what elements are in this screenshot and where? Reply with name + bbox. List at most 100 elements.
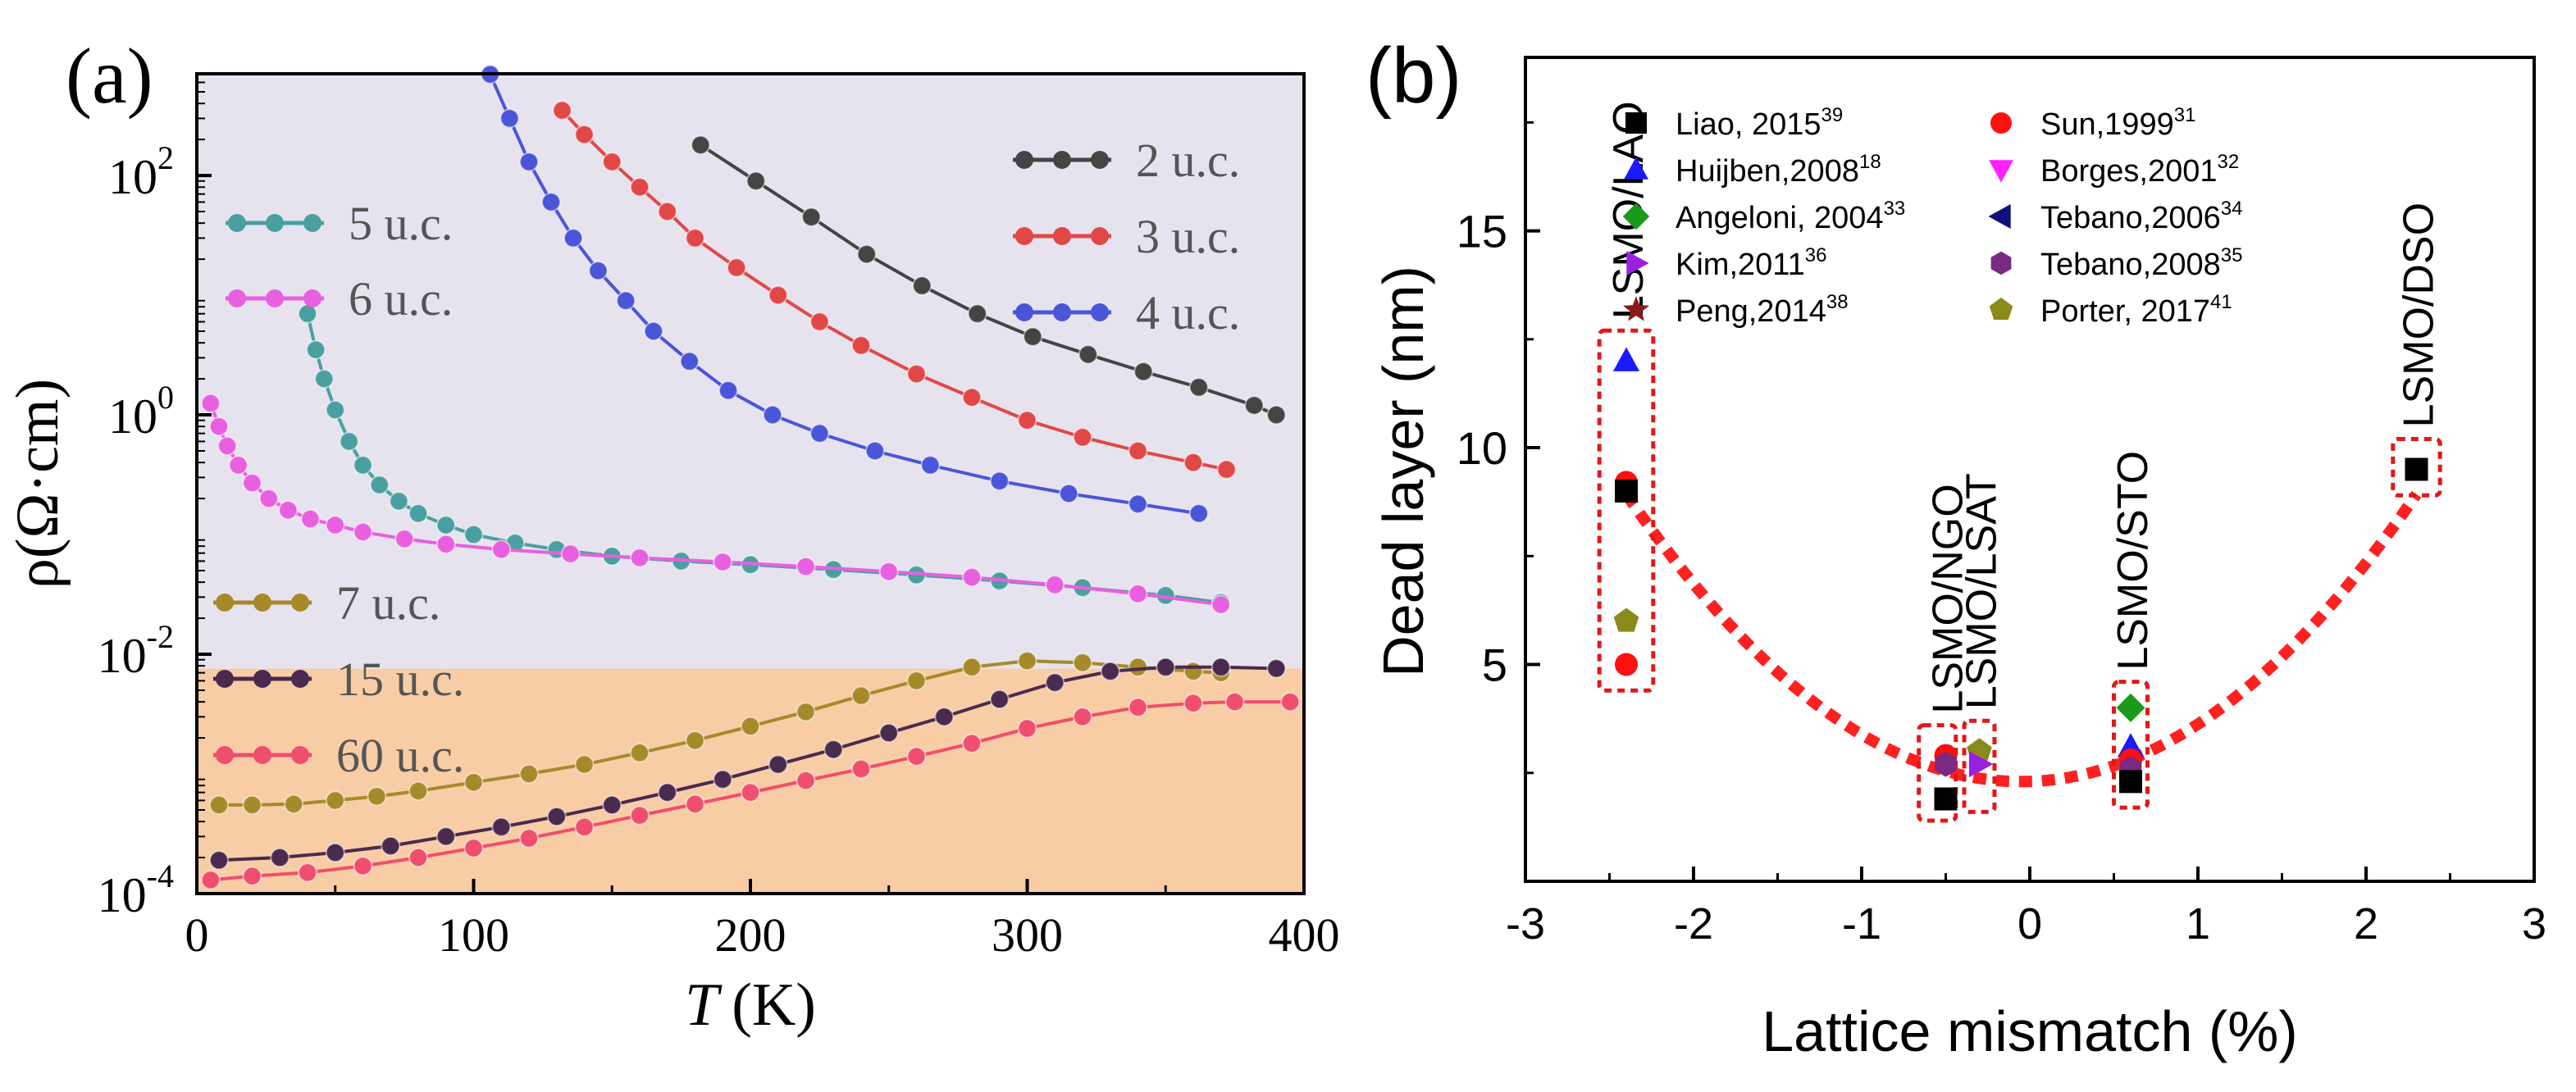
- series-7-u-c: [209, 651, 1231, 815]
- panel-b-ticks: -3 -2 -1 0 1 2 3 5 10 15: [1457, 121, 2546, 949]
- data-point: [801, 207, 822, 227]
- data-point: [306, 339, 326, 360]
- data-point: [962, 733, 982, 753]
- data-point: [552, 100, 572, 121]
- data-point: [463, 772, 484, 793]
- background-region-2: [197, 668, 1304, 894]
- legend-item-5-u-c: 5 u.c.: [226, 197, 453, 250]
- data-point: [314, 369, 335, 389]
- data-point: [408, 780, 428, 801]
- data-point: [298, 303, 317, 324]
- data-point: [906, 364, 927, 384]
- legend-marker-triangle-up: [1624, 157, 1648, 180]
- data-point: [367, 786, 387, 807]
- data-point: [1128, 494, 1148, 514]
- data-point: [519, 152, 539, 172]
- legend-label: Huijben,200818: [1676, 151, 1881, 189]
- legend-marker: [1053, 227, 1071, 245]
- data-point: [1266, 405, 1287, 425]
- data-point-square: [2405, 457, 2428, 481]
- legend-label: Sun,199931: [2040, 104, 2195, 142]
- y-tick-label: 15: [1457, 206, 1507, 257]
- data-point: [796, 702, 816, 722]
- data-point: [864, 441, 885, 462]
- data-point: [796, 557, 816, 577]
- legend-marker: [253, 746, 271, 764]
- data-point: [685, 794, 705, 814]
- data-point: [353, 521, 373, 542]
- data-point: [630, 805, 650, 826]
- data-point: [574, 125, 595, 145]
- data-point: [270, 848, 290, 868]
- x-tick-label: 3: [2522, 899, 2546, 949]
- legend-marker: [1015, 303, 1033, 321]
- data-point: [258, 489, 279, 509]
- data-point: [339, 431, 359, 452]
- x-tick-label: -2: [1674, 899, 1713, 949]
- data-point: [435, 826, 456, 847]
- x-tick-label: 2: [2354, 899, 2378, 949]
- legend-marker: [266, 214, 284, 232]
- data-point: [1128, 697, 1148, 717]
- legend-item-peng-2014: Peng,201438: [1622, 291, 1849, 329]
- legend-item-borges-2001: Borges,200132: [1989, 151, 2239, 189]
- data-point: [1244, 395, 1265, 416]
- legend-marker: [1091, 151, 1109, 169]
- data-point: [685, 228, 705, 248]
- highlight-box: [1917, 723, 1958, 823]
- legend-label: Liao, 201539: [1676, 104, 1843, 142]
- data-point: [1078, 344, 1098, 365]
- data-point: [768, 754, 788, 775]
- legend-marker-square: [1625, 112, 1647, 134]
- panel-b-plot-frame: [1524, 56, 2536, 883]
- y-tick-label: 10: [1457, 422, 1507, 474]
- data-point: [643, 321, 663, 342]
- substrate-label-lsmo-sto: LSMO/STO: [2109, 451, 2157, 671]
- data-point: [630, 743, 650, 763]
- data-point: [934, 707, 955, 727]
- data-point: [713, 552, 733, 572]
- substrate-label-lsmo-ngo: LSMO/NGO: [1925, 484, 1972, 713]
- series-4-u-c: [480, 64, 1209, 524]
- data-point: [1017, 410, 1037, 430]
- data-point: [745, 171, 766, 191]
- data-point: [763, 405, 782, 425]
- legend-marker: [216, 670, 234, 688]
- data-point: [1210, 657, 1231, 677]
- legend-marker: [1053, 151, 1071, 169]
- data-point: [768, 285, 788, 306]
- fit-curve: [1621, 490, 2422, 788]
- data-point: [1059, 484, 1079, 504]
- series-6-u-c: [200, 393, 1231, 615]
- y-tick-label: 102: [108, 139, 174, 204]
- legend-marker-diamond: [1622, 202, 1650, 230]
- legend-marker: [1015, 227, 1033, 245]
- data-point-triangle-right: [1968, 751, 1994, 778]
- data-point: [1183, 453, 1203, 473]
- y-tick-label: 100: [108, 379, 174, 444]
- legend-item-15-u-c: 15 u.c.: [213, 653, 464, 706]
- legend-label: Angeloni, 200433: [1676, 198, 1905, 235]
- legend-item-angeloni-2004: Angeloni, 200433: [1622, 198, 1905, 235]
- data-point: [920, 455, 941, 475]
- legend-marker: [1053, 303, 1071, 321]
- legend-item-porter-2017: Porter, 201741: [1989, 291, 2232, 329]
- legend-item-liao-2015: Liao, 201539: [1625, 104, 1843, 142]
- data-point: [630, 177, 650, 198]
- data-point: [1266, 658, 1287, 679]
- data-point: [200, 870, 221, 890]
- data-point: [435, 534, 456, 554]
- data-point: [1188, 377, 1209, 398]
- data-point: [284, 794, 304, 814]
- legend-item-6-u-c: 6 u.c.: [226, 272, 453, 325]
- data-point: [851, 335, 871, 356]
- legend-marker: [228, 214, 246, 232]
- panel-a-label: (a): [66, 32, 153, 120]
- data-point: [200, 393, 221, 413]
- legend-marker-triangle-right: [1626, 251, 1649, 275]
- data-point: [563, 228, 583, 248]
- highlight-box: [1597, 328, 1656, 693]
- data-point: [499, 108, 520, 129]
- data-point: [906, 671, 927, 691]
